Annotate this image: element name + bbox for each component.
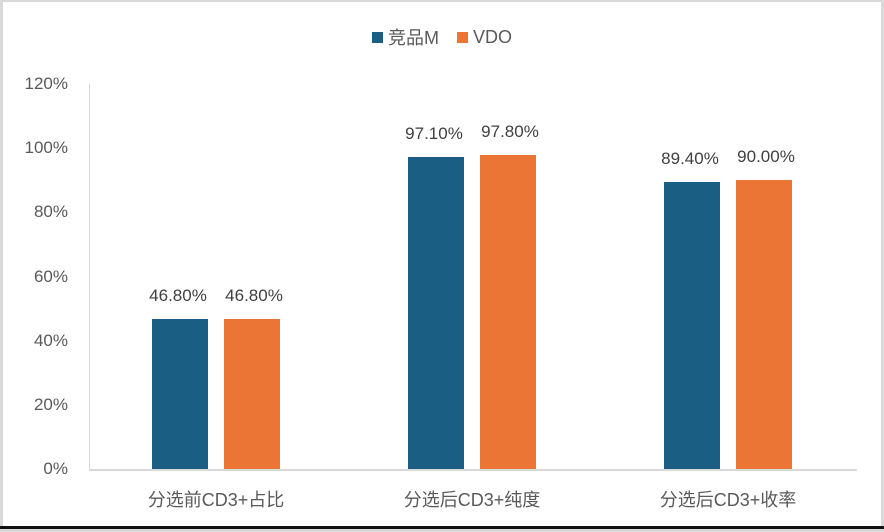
bar-competitor-m bbox=[664, 182, 720, 469]
legend-label: VDO bbox=[472, 26, 512, 47]
data-label: 46.80% bbox=[225, 285, 283, 305]
data-label: 97.80% bbox=[481, 122, 539, 142]
bar-vdo bbox=[736, 180, 792, 469]
legend-swatch-vdo bbox=[456, 31, 468, 43]
data-label: 97.10% bbox=[405, 124, 463, 144]
y-tick-label: 100% bbox=[24, 138, 68, 158]
x-category-label: 分选后CD3+收率 bbox=[659, 490, 797, 510]
legend-swatch-competitor-m bbox=[371, 31, 383, 43]
x-category-label: 分选后CD3+纯度 bbox=[403, 490, 541, 510]
data-label: 89.40% bbox=[661, 149, 719, 169]
y-tick-label: 60% bbox=[33, 266, 68, 286]
y-tick-label: 80% bbox=[33, 202, 68, 222]
data-label: 46.80% bbox=[149, 285, 207, 305]
x-axis-line bbox=[89, 469, 857, 471]
legend-label: 竞品M bbox=[387, 28, 439, 48]
data-label: 90.00% bbox=[737, 147, 795, 167]
y-tick-label: 0% bbox=[43, 459, 68, 478]
legend: 竞品M VDO bbox=[0, 24, 884, 50]
y-axis-line bbox=[89, 84, 90, 469]
y-tick-label: 120% bbox=[24, 74, 68, 93]
y-tick-label: 40% bbox=[33, 330, 68, 350]
bar-vdo bbox=[224, 318, 280, 469]
x-category-label: 分选前CD3+占比 bbox=[147, 490, 285, 510]
bar-competitor-m bbox=[408, 157, 464, 469]
bar-vdo bbox=[480, 155, 536, 469]
bottom-strip bbox=[0, 529, 884, 532]
legend-item-vdo: VDO bbox=[456, 24, 512, 50]
y-tick-label: 20% bbox=[33, 394, 68, 414]
bottom-border bbox=[0, 526, 884, 529]
bar-competitor-m bbox=[152, 318, 208, 469]
legend-item-competitor-m: 竞品M bbox=[371, 24, 439, 50]
